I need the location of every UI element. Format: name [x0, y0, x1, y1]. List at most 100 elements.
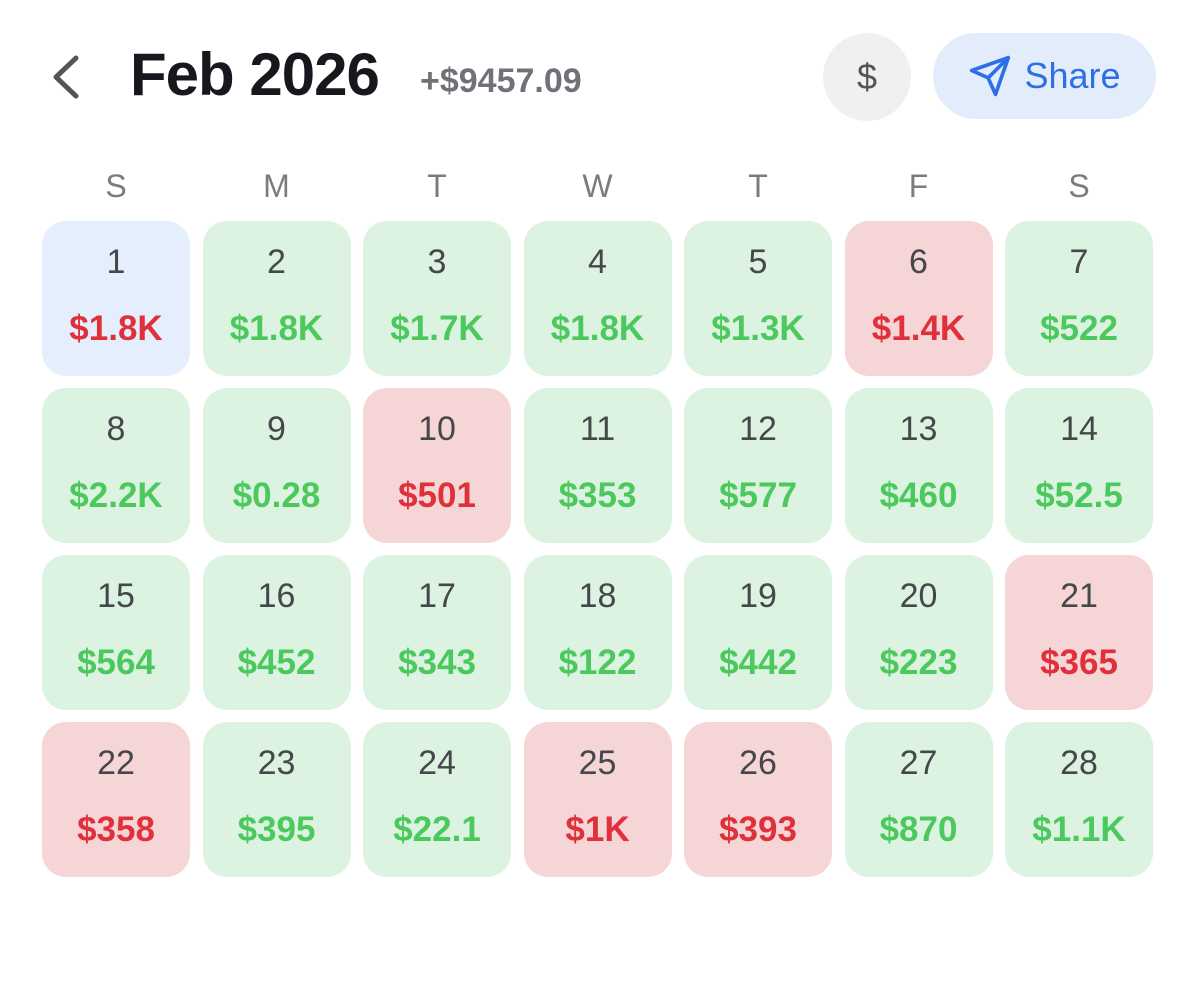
day-number: 27: [899, 744, 938, 782]
day-amount: $358: [77, 810, 155, 849]
day-number: 12: [739, 410, 777, 448]
day-number: 28: [1060, 744, 1098, 782]
day-amount: $564: [77, 643, 155, 682]
day-amount: $395: [237, 810, 316, 849]
day-number: 2: [267, 243, 286, 281]
day-amount: $22.1: [393, 810, 481, 849]
day-number: 19: [739, 577, 777, 615]
day-amount: $452: [237, 643, 316, 682]
day-cell[interactable]: 18 $122: [523, 555, 672, 710]
day-number: 9: [267, 410, 286, 448]
day-amount: $1.3K: [711, 309, 805, 348]
day-amount: $2.2K: [69, 476, 163, 515]
day-amount: $501: [398, 476, 476, 515]
day-cell[interactable]: 2 $1.8K: [202, 221, 351, 376]
day-cell[interactable]: 7 $522: [1005, 221, 1153, 376]
day-number: 5: [748, 243, 768, 281]
weekday-label: F: [908, 168, 929, 204]
day-cell[interactable]: 16 $452: [202, 555, 351, 710]
currency-label: $: [856, 56, 878, 97]
weekday-label: W: [582, 168, 613, 204]
day-amount: $122: [558, 643, 637, 682]
day-amount: $522: [1040, 309, 1118, 348]
day-amount: $1.8K: [229, 309, 324, 348]
month-title: Feb 2026: [130, 41, 380, 108]
day-number: 8: [106, 410, 126, 448]
day-cell[interactable]: 10 $501: [363, 388, 511, 543]
day-cell[interactable]: 8 $2.2K: [42, 388, 190, 543]
day-cell[interactable]: 25 $1K: [523, 722, 672, 877]
back-button[interactable]: [44, 52, 88, 102]
share-label: Share: [1024, 55, 1121, 96]
day-number: 15: [97, 577, 135, 615]
day-cell[interactable]: 19 $442: [684, 555, 832, 710]
day-number: 4: [588, 243, 607, 281]
day-amount: $1.7K: [390, 309, 484, 348]
day-cell[interactable]: 11 $353: [523, 388, 672, 543]
day-amount: $1.8K: [69, 309, 163, 348]
day-amount: $223: [879, 643, 958, 682]
weekday-label: T: [748, 168, 768, 204]
day-cell[interactable]: 1 $1.8K: [42, 221, 190, 376]
day-amount: $343: [398, 643, 476, 682]
day-number: 22: [97, 744, 135, 782]
day-amount: $442: [719, 643, 797, 682]
weekday-label: S: [1068, 168, 1090, 204]
day-cell[interactable]: 17 $343: [363, 555, 511, 710]
month-total: +$9457.09: [420, 62, 582, 100]
day-number: 6: [909, 243, 928, 281]
day-cell[interactable]: 14 $52.5: [1005, 388, 1153, 543]
day-cell[interactable]: 28 $1.1K: [1005, 722, 1153, 877]
day-number: 23: [257, 744, 296, 782]
day-number: 21: [1060, 577, 1098, 615]
day-amount: $870: [879, 810, 958, 849]
day-cell[interactable]: 27 $870: [844, 722, 993, 877]
day-cell[interactable]: 6 $1.4K: [844, 221, 993, 376]
day-amount: $1.1K: [1032, 810, 1126, 849]
day-amount: $353: [558, 476, 637, 515]
day-number: 26: [739, 744, 777, 782]
day-number: 13: [899, 410, 938, 448]
day-number: 11: [579, 410, 616, 448]
day-cell[interactable]: 12 $577: [684, 388, 832, 543]
day-cell[interactable]: 21 $365: [1005, 555, 1153, 710]
day-number: 16: [257, 577, 296, 615]
day-cell[interactable]: 15 $564: [42, 555, 190, 710]
weekday-label: S: [105, 168, 127, 204]
day-amount: $0.28: [232, 476, 321, 515]
day-number: 17: [418, 577, 456, 615]
day-cell[interactable]: 22 $358: [42, 722, 190, 877]
weekday-label: T: [427, 168, 447, 204]
day-cell[interactable]: 26 $393: [684, 722, 832, 877]
day-number: 3: [427, 243, 447, 281]
weekday-label: M: [263, 168, 290, 204]
day-amount: $460: [879, 476, 958, 515]
day-number: 14: [1060, 410, 1098, 448]
share-button[interactable]: Share: [933, 33, 1156, 119]
day-amount: $1.8K: [550, 309, 645, 348]
day-number: 25: [578, 744, 617, 782]
day-cell[interactable]: 23 $395: [202, 722, 351, 877]
day-amount: $577: [719, 476, 797, 515]
day-number: 7: [1069, 243, 1089, 281]
day-cell[interactable]: 5 $1.3K: [684, 221, 832, 376]
day-number: 24: [418, 744, 456, 782]
day-cell[interactable]: 9 $0.28: [202, 388, 351, 543]
day-cell[interactable]: 20 $223: [844, 555, 993, 710]
day-amount: $52.5: [1035, 476, 1123, 515]
day-amount: $365: [1040, 643, 1118, 682]
day-cell[interactable]: 4 $1.8K: [523, 221, 672, 376]
day-number: 10: [418, 410, 456, 448]
share-icon: [970, 55, 1011, 97]
day-cell[interactable]: 13 $460: [844, 388, 993, 543]
day-cell[interactable]: 24 $22.1: [363, 722, 511, 877]
day-amount: $1.4K: [871, 309, 966, 348]
day-cell[interactable]: 3 $1.7K: [363, 221, 511, 376]
day-number: 18: [578, 577, 617, 615]
day-number: 1: [106, 243, 126, 281]
day-amount: $393: [719, 810, 797, 849]
day-number: 20: [899, 577, 938, 615]
day-amount: $1K: [565, 810, 630, 849]
currency-button[interactable]: $: [823, 33, 911, 121]
